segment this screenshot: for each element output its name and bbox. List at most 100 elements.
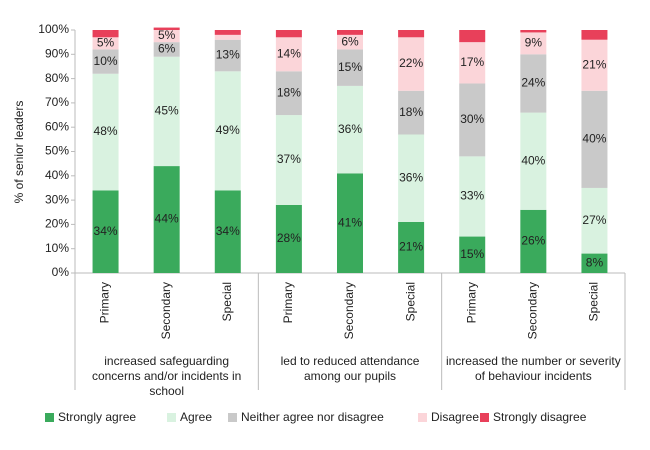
bar-segment [581, 30, 608, 40]
legend-swatch [45, 413, 54, 422]
bar-segment [153, 42, 180, 57]
data-label: 10% [94, 54, 118, 68]
y-tick-label: 70% [45, 95, 69, 109]
bar-segment [520, 32, 547, 55]
bar-segment [275, 37, 302, 72]
bar-segment [92, 190, 119, 273]
data-label: 49% [216, 123, 240, 137]
x-tick-label: Special [403, 282, 417, 321]
data-label: 36% [338, 122, 362, 136]
data-label: 26% [521, 234, 545, 248]
bar-segment [337, 173, 363, 273]
y-tick-label: 40% [45, 168, 69, 182]
bar-segment [398, 90, 425, 135]
legend-label: Strongly disagree [493, 410, 587, 424]
data-label: 15% [460, 247, 484, 261]
data-label: 17% [460, 55, 484, 69]
data-label: 21% [399, 240, 423, 254]
bar-segment [459, 236, 486, 273]
data-label: 30% [460, 112, 484, 126]
data-label: 5% [97, 36, 115, 50]
bar-segment [92, 73, 119, 191]
data-label: 24% [521, 76, 545, 90]
bar-segment [581, 187, 608, 254]
legend-label: Agree [180, 410, 212, 424]
x-tick-label: Special [587, 282, 601, 321]
bar-segment [459, 30, 486, 43]
data-label: 44% [155, 212, 179, 226]
data-label: 34% [94, 224, 118, 238]
y-tick-label: 30% [45, 192, 69, 206]
legend-swatch [228, 413, 237, 422]
bar-segment [337, 30, 363, 35]
bar-segment [581, 253, 608, 273]
bar-segment [459, 42, 486, 84]
legend-swatch [418, 413, 427, 422]
y-tick-label: 60% [45, 119, 69, 133]
data-label: 33% [460, 189, 484, 203]
y-tick-label: 20% [45, 217, 69, 231]
x-tick-label: Primary [464, 282, 478, 323]
data-label: 14% [277, 46, 301, 60]
data-label: 8% [586, 255, 604, 269]
bar-segment [337, 34, 363, 50]
bar-segment [398, 221, 425, 273]
legend-label: Disagree [431, 410, 479, 424]
bar-segment [214, 30, 241, 35]
data-label: 5% [158, 28, 176, 42]
legend-label: Strongly agree [58, 410, 136, 424]
legend-swatch [167, 413, 176, 422]
y-tick-label: 100% [38, 22, 69, 36]
data-label: 9% [525, 36, 543, 50]
bar-segment [275, 204, 302, 273]
bar-segment [581, 90, 608, 188]
bar-segment [153, 27, 180, 30]
bar-segment [459, 156, 486, 237]
data-label: 36% [399, 170, 423, 184]
bar-segment [581, 39, 608, 91]
bar-segment [275, 115, 302, 205]
data-label: 18% [399, 105, 423, 119]
bar-segment [92, 49, 119, 74]
bar-segment [214, 39, 241, 72]
x-tick-label: Special [220, 282, 234, 321]
data-label: 6% [341, 34, 359, 48]
bar-segment [337, 85, 363, 174]
group-label: increased safeguarding concerns and/or i… [91, 354, 242, 398]
data-label: 40% [582, 132, 606, 146]
data-label: 40% [521, 153, 545, 167]
bar-segment [214, 34, 241, 40]
bar-segment [275, 71, 302, 116]
data-label: 13% [216, 48, 240, 62]
data-label: 34% [216, 224, 240, 238]
bar-segment [459, 83, 486, 157]
x-tick-label: Primary [281, 282, 295, 323]
bar-segment [92, 30, 119, 38]
group-label: increased the number or severity of beha… [445, 354, 621, 383]
data-label: 18% [277, 85, 301, 99]
bar-segment [92, 37, 119, 50]
y-tick-label: 90% [45, 46, 69, 60]
data-label: 22% [399, 56, 423, 70]
legend-swatch [480, 413, 489, 422]
x-tick-label: Primary [98, 282, 112, 323]
bar-segment [275, 30, 302, 38]
data-label: 41% [338, 215, 362, 229]
bar-segment [153, 30, 180, 43]
legend-label: Neither agree nor disagree [241, 410, 384, 424]
bar-segment [520, 112, 547, 210]
bar-segment [214, 71, 241, 191]
y-axis-label: % of senior leaders [12, 101, 26, 204]
y-tick-label: 10% [45, 241, 69, 255]
x-tick-label: Secondary [342, 282, 356, 339]
bar-segment [520, 54, 547, 113]
data-label: 45% [155, 104, 179, 118]
group-label: led to reduced attendance among our pupi… [280, 354, 420, 383]
data-label: 6% [158, 42, 176, 56]
data-label: 27% [582, 213, 606, 227]
bar-segment [520, 209, 547, 273]
bar-segment [153, 166, 180, 273]
y-tick-label: 80% [45, 71, 69, 85]
